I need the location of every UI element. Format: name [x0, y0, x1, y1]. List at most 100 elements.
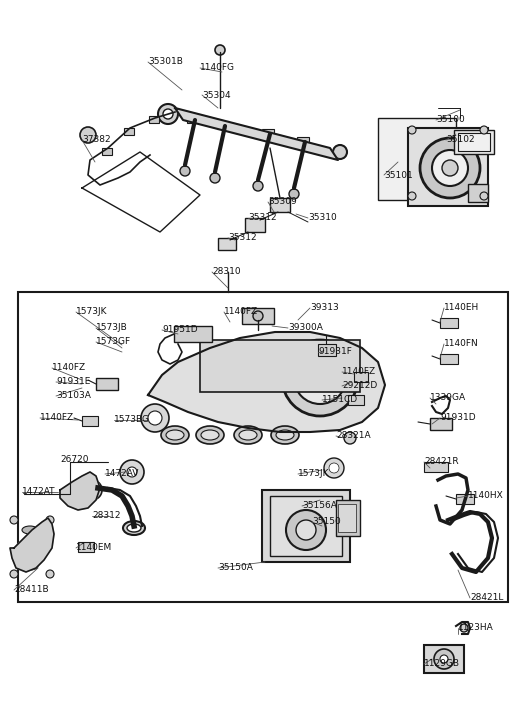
Ellipse shape	[271, 426, 299, 444]
Bar	[217, 121, 229, 129]
Text: 1140FN: 1140FN	[444, 340, 479, 348]
Bar	[18, 292, 508, 602]
Bar	[78, 542, 94, 552]
Ellipse shape	[22, 550, 38, 558]
Text: 91931E: 91931E	[56, 377, 90, 387]
Text: 91931F: 91931F	[318, 348, 352, 356]
Ellipse shape	[201, 430, 219, 440]
Circle shape	[215, 45, 225, 55]
Circle shape	[434, 649, 454, 669]
Text: 28321A: 28321A	[336, 432, 371, 441]
Text: 35103A: 35103A	[56, 392, 91, 401]
Text: 1140FZ: 1140FZ	[40, 414, 74, 422]
Circle shape	[432, 150, 468, 186]
Bar	[440, 318, 458, 328]
Bar	[354, 372, 368, 382]
Text: 39300A: 39300A	[288, 324, 323, 332]
Bar	[200, 340, 360, 392]
Circle shape	[180, 166, 190, 176]
Circle shape	[480, 192, 488, 200]
Text: 28312: 28312	[92, 512, 121, 521]
Text: 35101: 35101	[384, 171, 413, 180]
Bar	[378, 118, 456, 200]
Circle shape	[480, 126, 488, 134]
Text: 1472AV: 1472AV	[105, 470, 139, 478]
Circle shape	[460, 624, 468, 632]
Bar	[270, 496, 342, 556]
Circle shape	[333, 145, 347, 159]
Ellipse shape	[161, 426, 189, 444]
Bar	[408, 128, 488, 206]
Text: 1140EM: 1140EM	[76, 544, 112, 553]
Bar	[270, 198, 290, 212]
Text: 1129GB: 1129GB	[424, 659, 460, 669]
Text: 35304: 35304	[202, 90, 231, 100]
Text: 1573JB: 1573JB	[96, 324, 128, 332]
Ellipse shape	[276, 430, 294, 440]
Text: 35156A: 35156A	[302, 502, 337, 510]
Circle shape	[408, 192, 416, 200]
Bar	[454, 130, 494, 154]
Circle shape	[210, 173, 220, 183]
Ellipse shape	[239, 430, 257, 440]
Text: 1140FZ: 1140FZ	[342, 368, 376, 377]
Polygon shape	[175, 108, 338, 160]
Circle shape	[344, 432, 356, 444]
Circle shape	[253, 311, 263, 321]
Text: 35312: 35312	[248, 214, 277, 222]
Text: 1123HA: 1123HA	[458, 624, 494, 632]
Bar	[102, 148, 112, 155]
Polygon shape	[10, 518, 54, 572]
Bar	[242, 308, 274, 324]
Circle shape	[442, 160, 458, 176]
Bar	[297, 137, 309, 145]
Circle shape	[127, 467, 137, 477]
Circle shape	[282, 340, 358, 416]
Bar	[149, 116, 159, 123]
Text: 28421L: 28421L	[470, 593, 503, 603]
Text: 35301B: 35301B	[148, 57, 183, 66]
Ellipse shape	[196, 426, 224, 444]
Bar	[336, 500, 360, 536]
Text: 39313: 39313	[310, 303, 339, 313]
Circle shape	[120, 460, 144, 484]
Text: 28411B: 28411B	[14, 585, 48, 595]
Text: 1140EH: 1140EH	[444, 303, 479, 313]
Ellipse shape	[22, 526, 38, 534]
Text: 28421R: 28421R	[424, 457, 459, 467]
Text: 37382: 37382	[82, 135, 111, 145]
Circle shape	[324, 458, 344, 478]
Text: 35102: 35102	[446, 135, 475, 145]
Text: 29212D: 29212D	[342, 382, 377, 390]
Bar	[424, 645, 464, 673]
Text: 35310: 35310	[308, 214, 337, 222]
Circle shape	[141, 404, 169, 432]
Text: 35150A: 35150A	[218, 563, 253, 572]
Bar	[440, 354, 458, 364]
Text: 1339GA: 1339GA	[430, 393, 466, 403]
Circle shape	[10, 516, 18, 524]
Text: 1472AT: 1472AT	[22, 488, 55, 497]
Text: 35100: 35100	[436, 116, 465, 124]
Ellipse shape	[123, 521, 145, 535]
Text: 1151CD: 1151CD	[322, 395, 358, 404]
Circle shape	[82, 480, 102, 500]
Circle shape	[289, 189, 299, 199]
Circle shape	[286, 510, 326, 550]
Bar	[458, 133, 490, 151]
Circle shape	[440, 655, 448, 663]
Circle shape	[148, 411, 162, 425]
Text: 1573BG: 1573BG	[114, 416, 150, 425]
Text: 1573GF: 1573GF	[96, 337, 131, 347]
Text: 1140HX: 1140HX	[468, 491, 504, 500]
Circle shape	[158, 104, 178, 124]
Circle shape	[46, 570, 54, 578]
Text: 1140FG: 1140FG	[200, 63, 235, 73]
Circle shape	[294, 352, 346, 404]
Circle shape	[163, 109, 173, 119]
Circle shape	[253, 181, 263, 191]
Bar	[124, 128, 134, 135]
Ellipse shape	[234, 426, 262, 444]
Circle shape	[296, 520, 316, 540]
Circle shape	[88, 486, 96, 494]
